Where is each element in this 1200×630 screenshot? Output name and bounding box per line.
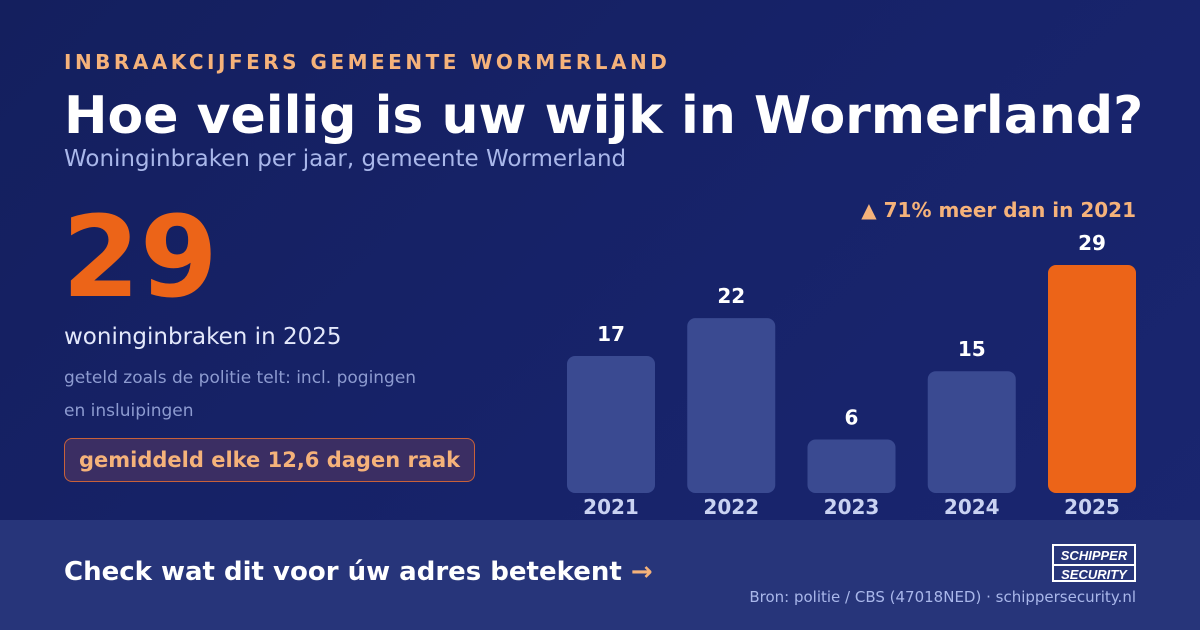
logo-line-2: SECURITY bbox=[1054, 564, 1134, 582]
bar-2022 bbox=[687, 318, 776, 493]
footer-bar: Check wat dit voor úw adres betekent → S… bbox=[0, 520, 1200, 630]
cta-link[interactable]: Check wat dit voor úw adres betekent → bbox=[64, 557, 653, 587]
counting-note: geteld zoals de politie telt: incl. pogi… bbox=[64, 368, 417, 421]
tick-label-2021: 2021 bbox=[583, 495, 639, 519]
bar-2025 bbox=[1048, 265, 1136, 493]
page-subtitle: Woninginbraken per jaar, gemeente Wormer… bbox=[64, 146, 627, 172]
bar-2021 bbox=[567, 356, 655, 493]
change-annotation: ▲ 71% meer dan in 2021 bbox=[861, 198, 1136, 222]
page-title: Hoe veilig is uw wijk in Wormerland? bbox=[64, 86, 1144, 146]
bar-2024 bbox=[927, 371, 1016, 493]
value-label-2024: 15 bbox=[958, 337, 986, 361]
tick-label-2023: 2023 bbox=[824, 495, 880, 519]
highlight-caption: woninginbraken in 2025 bbox=[64, 324, 342, 350]
cta-text: Check wat dit voor úw adres betekent bbox=[64, 557, 622, 587]
tick-label-2022: 2022 bbox=[703, 495, 759, 519]
arrow-right-icon: → bbox=[630, 557, 653, 587]
source-note: Bron: politie / CBS (47018NED) · schippe… bbox=[749, 588, 1136, 606]
tick-label-2025: 2025 bbox=[1064, 495, 1120, 519]
value-label-2023: 6 bbox=[845, 405, 859, 429]
bar-2023 bbox=[807, 439, 896, 493]
logo-line-1: SCHIPPER bbox=[1060, 548, 1128, 563]
eyebrow-label: INBRAAKCIJFERS GEMEENTE WORMERLAND bbox=[64, 50, 671, 74]
brand-logo: SCHIPPER SECURITY bbox=[1052, 544, 1136, 582]
tick-label-2024: 2024 bbox=[944, 495, 1000, 519]
frequency-pill: gemiddeld elke 12,6 dagen raak bbox=[64, 438, 476, 482]
value-label-2021: 17 bbox=[597, 322, 625, 346]
highlight-number: 29 bbox=[62, 193, 218, 323]
value-label-2025: 29 bbox=[1078, 231, 1106, 255]
value-label-2022: 22 bbox=[717, 284, 745, 308]
